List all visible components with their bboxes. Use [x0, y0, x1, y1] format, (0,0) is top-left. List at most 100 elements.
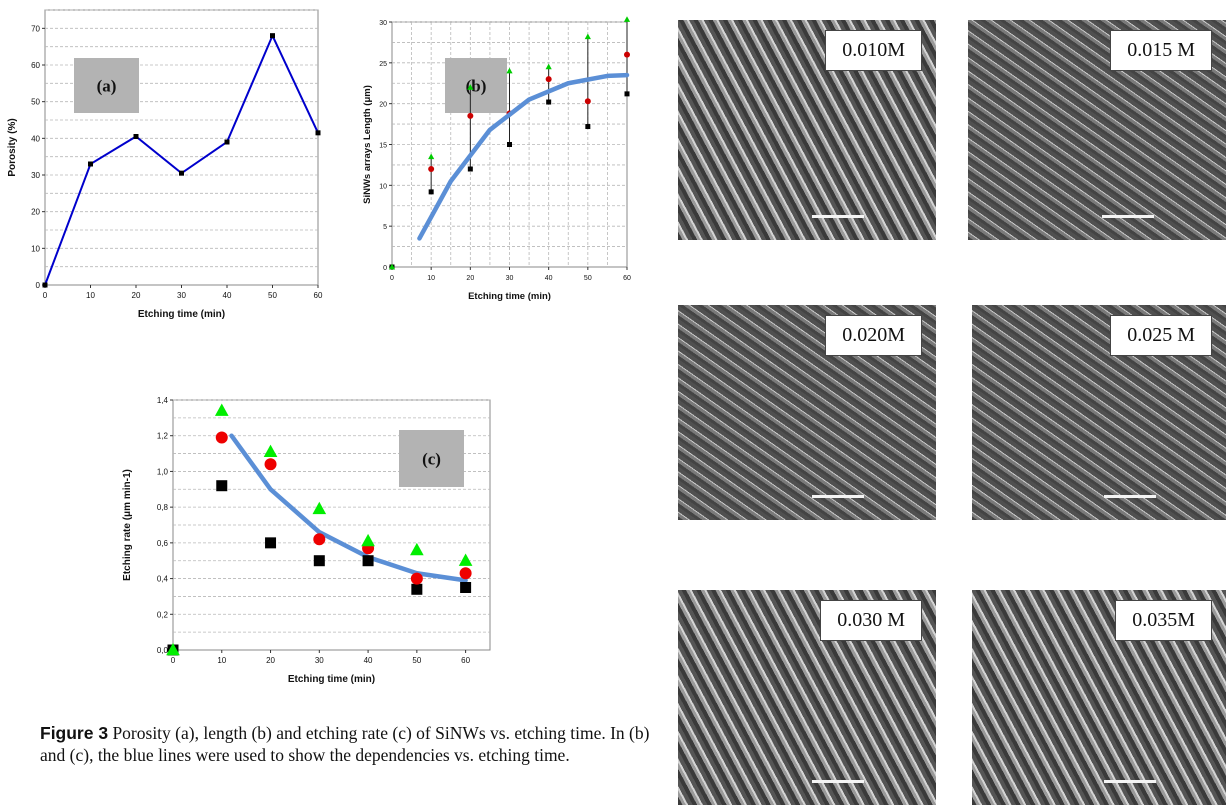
data-point: [624, 91, 630, 97]
data-point: [42, 282, 48, 288]
data-point: [411, 583, 423, 595]
data-point: [467, 166, 473, 172]
x-tick-label: 40: [364, 656, 373, 665]
chart-porosity: 0 10 20 30 40 50 60 0 10 20 30 40 50 60 70 Etching time…: [7, 9, 323, 320]
y-axis-label: Porosity (%): [7, 118, 18, 176]
data-point: [584, 33, 591, 40]
data-point: [362, 555, 374, 567]
y-tick-label: 5: [383, 224, 387, 231]
x-tick-label: 10: [86, 291, 95, 300]
data-point: [584, 98, 591, 105]
scale-bar: [1102, 215, 1155, 218]
data-point: [507, 142, 512, 147]
data-point: [264, 458, 277, 471]
x-axis-label: Etching time (min): [288, 674, 375, 685]
data-point: [428, 153, 435, 160]
x-tick-label: 0: [43, 291, 48, 300]
x-tick-label: 30: [506, 275, 514, 282]
data-point: [506, 67, 513, 74]
scale-bar: [1104, 780, 1157, 783]
data-point: [467, 84, 474, 90]
data-point: [179, 170, 184, 176]
data-point: [313, 555, 325, 567]
y-tick-label: 20: [379, 102, 387, 109]
y-tick-label: 0: [383, 265, 387, 272]
y-tick-label: 30: [31, 171, 40, 180]
scale-bar: [812, 495, 865, 498]
data-point: [467, 112, 474, 119]
data-point: [585, 124, 591, 130]
data-point: [428, 166, 435, 172]
x-tick-label: 10: [427, 275, 435, 282]
y-axis-label: SiNWs arrays Length (μm): [362, 85, 373, 204]
y-tick-label: 0,8: [157, 503, 169, 512]
data-point: [428, 189, 434, 195]
panel-tag-label: (c): [422, 450, 441, 469]
data-point: [545, 63, 552, 70]
x-tick-label: 20: [466, 275, 474, 282]
data-point: [410, 542, 424, 556]
y-tick-label: 25: [379, 61, 387, 68]
scale-bar: [812, 780, 865, 783]
sem-image: 0.020M: [678, 305, 936, 520]
data-point: [133, 134, 139, 139]
panel-tag-box: [445, 58, 507, 113]
data-point: [215, 431, 228, 444]
data-point: [623, 16, 631, 22]
x-tick-label: 50: [412, 656, 421, 665]
data-point: [166, 642, 180, 656]
caption-text: Porosity (a), length (b) and etching rat…: [40, 723, 650, 765]
x-tick-label: 20: [132, 291, 141, 300]
x-tick-label: 50: [584, 275, 592, 282]
sem-image: 0.025 M: [972, 305, 1226, 520]
sem-image-label: 0.030 M: [820, 600, 922, 641]
sem-image: 0.015 M: [968, 20, 1226, 240]
x-axis-label: Etching time (min): [468, 291, 551, 302]
sem-image: 0.030 M: [678, 590, 936, 805]
y-tick-label: 0: [36, 281, 41, 290]
panel-tag: (a): [74, 58, 139, 113]
data-point: [546, 99, 552, 105]
data-point: [624, 51, 630, 58]
panel-tag-label: (a): [97, 77, 117, 96]
x-tick-label: 50: [268, 291, 277, 300]
panel-tag-label: (b): [466, 77, 487, 96]
data-point: [315, 130, 321, 136]
chart-etching-rate: 0 10 20 30 40 50 60 0,0 0,2 0,4 0,6 0,8 1,0 1,2 1,4 Etc…: [122, 396, 491, 685]
data-point: [410, 572, 423, 585]
panel-tag-box: [74, 58, 139, 113]
y-axis-label: Etching rate (μm min-1): [122, 469, 133, 581]
y-tick-label: 70: [31, 24, 40, 33]
x-axis-label: Etching time (min): [138, 309, 225, 320]
data-point: [263, 444, 278, 457]
x-tick-label: 60: [314, 291, 323, 300]
y-tick-label: 1,4: [157, 396, 169, 405]
scale-bar: [812, 215, 865, 218]
y-tick-label: 0,0: [157, 646, 169, 655]
sem-image: 0.035M: [972, 590, 1226, 805]
data-point: [216, 480, 228, 492]
sem-image-label: 0.020M: [825, 315, 922, 356]
y-tick-label: 10: [31, 244, 40, 253]
fit-curve: [417, 72, 630, 241]
y-tick-label: 0,4: [157, 575, 169, 584]
data-point: [224, 139, 230, 145]
sem-image-label: 0.035M: [1115, 600, 1212, 641]
y-tick-label: 50: [31, 98, 40, 107]
x-tick-label: 10: [217, 656, 226, 665]
data-point: [265, 537, 277, 549]
y-tick-label: 10: [379, 183, 387, 190]
x-tick-label: 30: [315, 656, 324, 665]
data-point: [388, 263, 396, 270]
panel-tag: (b): [445, 58, 507, 113]
figure-caption: Figure 3 Porosity (a), length (b) and et…: [40, 722, 670, 766]
data-point: [460, 582, 472, 593]
scale-bar: [1104, 495, 1157, 498]
data-point: [459, 567, 472, 580]
y-tick-label: 30: [379, 20, 387, 27]
x-tick-label: 40: [545, 275, 553, 282]
y-tick-label: 0,2: [157, 610, 169, 619]
data-point: [361, 533, 375, 547]
y-tick-label: 40: [31, 134, 40, 143]
y-tick-label: 0,6: [157, 539, 169, 548]
